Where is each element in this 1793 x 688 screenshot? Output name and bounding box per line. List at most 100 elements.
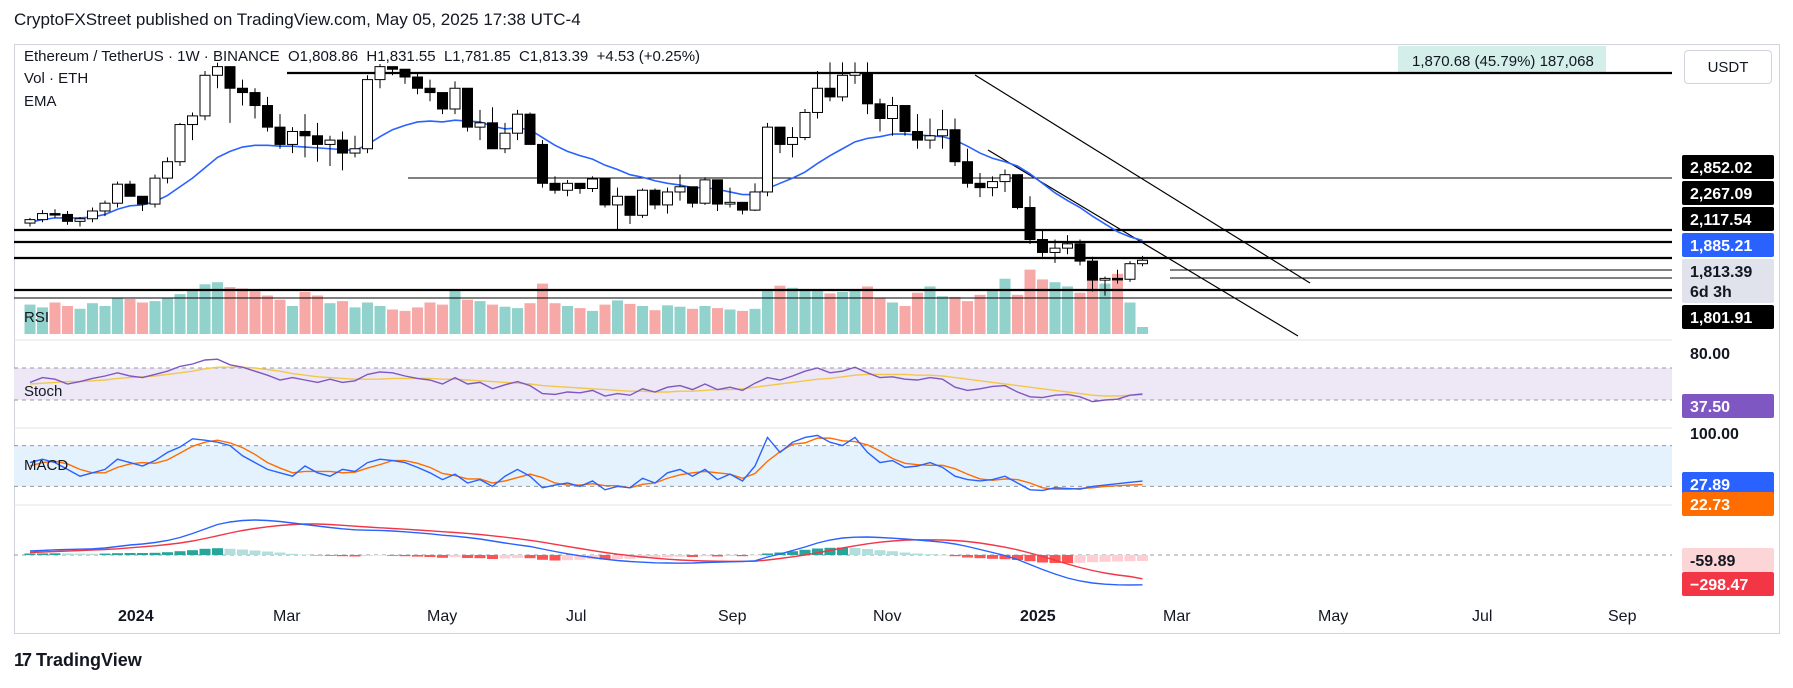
macd-hist-bar [124,553,136,555]
candle-body [824,87,836,98]
volume-bar [474,301,486,334]
volume-bar [549,303,561,334]
volume-bar [274,299,286,334]
volume-bar [1037,279,1048,334]
candle-body [74,218,86,222]
macd-hist-bar [887,551,898,555]
volume-bar [24,304,36,334]
candle-body [662,191,673,206]
macd-hist-bar [599,555,611,560]
ohlc-low: L1,781.85 [443,48,511,65]
candle-body [287,130,298,145]
volume-bar [1137,327,1148,334]
macd-hist-bar [312,555,323,556]
macd-hist-bar [374,555,386,556]
macd-hist-bar [924,554,936,555]
candle-body [712,179,723,205]
volume-bar [862,286,873,334]
volume-bar [287,306,298,334]
candle-body [49,213,61,216]
candle-body [999,174,1011,183]
macd-hist-bar [1062,555,1073,564]
candle-body [124,183,136,197]
indicator-tag-label: 100.00 [1690,426,1739,443]
candle-body [474,122,486,128]
candle-body [437,92,448,110]
volume-bar [362,302,373,334]
volume-bar [399,310,411,334]
candle-body [187,115,198,126]
volume-bar [112,297,123,334]
candle-body [424,87,436,94]
macd-hist-bar [299,554,311,555]
macd-hist-bar [274,552,286,555]
volume-bar [637,306,648,334]
volume-bar [912,292,923,334]
tradingview-footer[interactable]: 17 TradingView [14,650,142,671]
macd-hist-bar [937,555,948,556]
macd-hist-bar [837,547,848,555]
macd-hist-bar [487,555,498,559]
candle-body [1024,207,1036,240]
candle-body [549,182,561,191]
price-tag-label: 6d 3h [1690,284,1732,301]
macd-hist-bar [162,552,173,555]
volume-bar [887,302,898,334]
macd-hist-bar [674,555,686,557]
candle-body [412,76,423,89]
indicator-tag-label: 22.73 [1690,497,1730,514]
indicator-tag-bg [1682,572,1774,596]
volume-bar [624,303,636,334]
volume-bar [449,289,461,334]
volume-bar [812,289,823,334]
macd-hist-bar [1087,555,1098,563]
brand-name: TradingView [36,650,142,670]
indicator-tag-bg [1682,421,1774,445]
candle-body [749,191,761,211]
volume-bar [374,306,386,334]
macd-hist-bar [799,549,811,555]
stoch-legend: Stoch [24,383,63,400]
volume-bar [762,289,773,334]
candle-body [612,195,623,206]
macd-hist-bar [137,553,148,555]
volume-bar [837,292,848,334]
candle-body [1049,247,1061,253]
macd-hist-bar [512,555,523,558]
candle-body [687,186,698,204]
volume-bar [574,308,586,334]
candle-body [774,126,786,145]
candle-body [37,213,48,221]
macd-hist-bar [1024,555,1036,562]
volume-bar [1087,273,1098,334]
indicator-tag-bg [1682,341,1774,365]
volume-bar [649,310,661,334]
volume-bar [537,283,548,334]
indicator-tag-label: -59.89 [1690,553,1735,570]
candle-body [887,105,898,119]
indicator-tag-bg [1682,394,1774,418]
candle-body [699,179,711,204]
currency-button[interactable]: USDT [1684,50,1772,84]
chart-frame [14,44,1780,634]
volume-bar [774,285,786,334]
macd-hist-bar [424,555,436,557]
macd-hist-bar [1074,555,1086,563]
macd-hist-bar [649,555,661,558]
volume-bar [1112,273,1123,334]
candle-body [1112,277,1123,281]
macd-hist-bar [362,555,373,556]
candle-body [337,139,348,154]
macd-hist-bar [612,555,623,559]
macd-hist-bar [474,555,486,559]
candle-body [487,122,498,150]
volume-bar [1062,286,1073,334]
macd-hist-bar [324,555,336,556]
volume-bar [262,295,273,334]
macd-hist-bar [337,555,348,557]
candle-body [312,135,323,145]
volume-bar [462,299,473,334]
volume-bar [337,301,348,334]
macd-hist-bar [187,550,198,555]
